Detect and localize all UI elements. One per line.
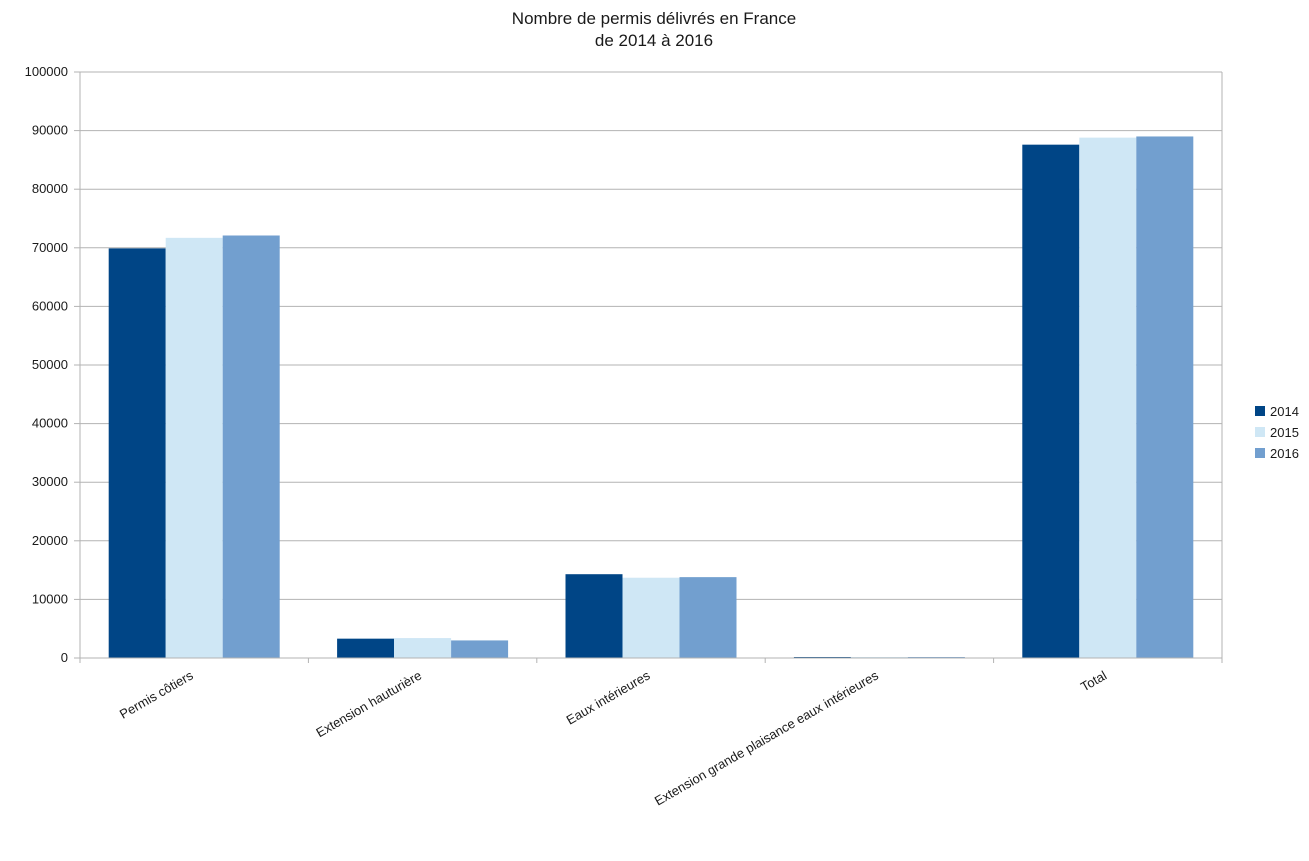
bar-2016-4 [1136, 136, 1193, 658]
x-tick-labels: Permis côtiers Extension hauturière Eaux i… [117, 667, 1110, 808]
legend-label-2014: 2014 [1270, 404, 1299, 419]
y-tick-label: 80000 [32, 181, 68, 196]
y-tick-label: 90000 [32, 123, 68, 138]
y-tick-label: 40000 [32, 416, 68, 431]
x-tick-label: Eaux intérieures [564, 667, 653, 727]
y-tick-label: 20000 [32, 533, 68, 548]
bar-2014-1 [337, 639, 394, 658]
bar-2014-4 [1022, 145, 1079, 658]
bar-2014-2 [566, 574, 623, 658]
legend-label-2016: 2016 [1270, 446, 1299, 461]
legend-swatch-2014 [1255, 406, 1265, 416]
x-tick-label: Permis côtiers [117, 667, 196, 721]
legend-label-2015: 2015 [1270, 425, 1299, 440]
y-tick-label: 30000 [32, 474, 68, 489]
bar-2015-0 [166, 238, 223, 658]
bar-2015-4 [1079, 138, 1136, 658]
legend-swatch-2016 [1255, 448, 1265, 458]
chart-title-line-1: Nombre de permis délivrés en France [512, 9, 796, 28]
y-tick-label: 50000 [32, 357, 68, 372]
x-tick-label: Total [1078, 668, 1109, 695]
bars [109, 136, 1194, 658]
x-tick-label: Extension grande plaisance eaux intérieu… [652, 667, 881, 808]
y-tick-label: 60000 [32, 298, 68, 313]
bar-2016-0 [223, 235, 280, 658]
x-tick-label: Extension hauturière [313, 668, 424, 741]
legend-swatch-2015 [1255, 427, 1265, 437]
y-tick-label: 10000 [32, 591, 68, 606]
legend: 2014 2015 2016 [1255, 404, 1299, 461]
chart-title-line-2: de 2014 à 2016 [595, 31, 713, 50]
y-tick-label: 0 [61, 650, 68, 665]
bar-2016-2 [680, 577, 737, 658]
bar-2015-1 [394, 638, 451, 658]
bar-2016-1 [451, 640, 508, 658]
bar-2014-0 [109, 248, 166, 658]
bar-2015-2 [623, 578, 680, 658]
y-tick-label: 70000 [32, 240, 68, 255]
y-tick-label: 100000 [25, 64, 68, 79]
y-tick-labels: 0 10000 20000 30000 40000 50000 60000 70000 8000… [25, 64, 68, 665]
